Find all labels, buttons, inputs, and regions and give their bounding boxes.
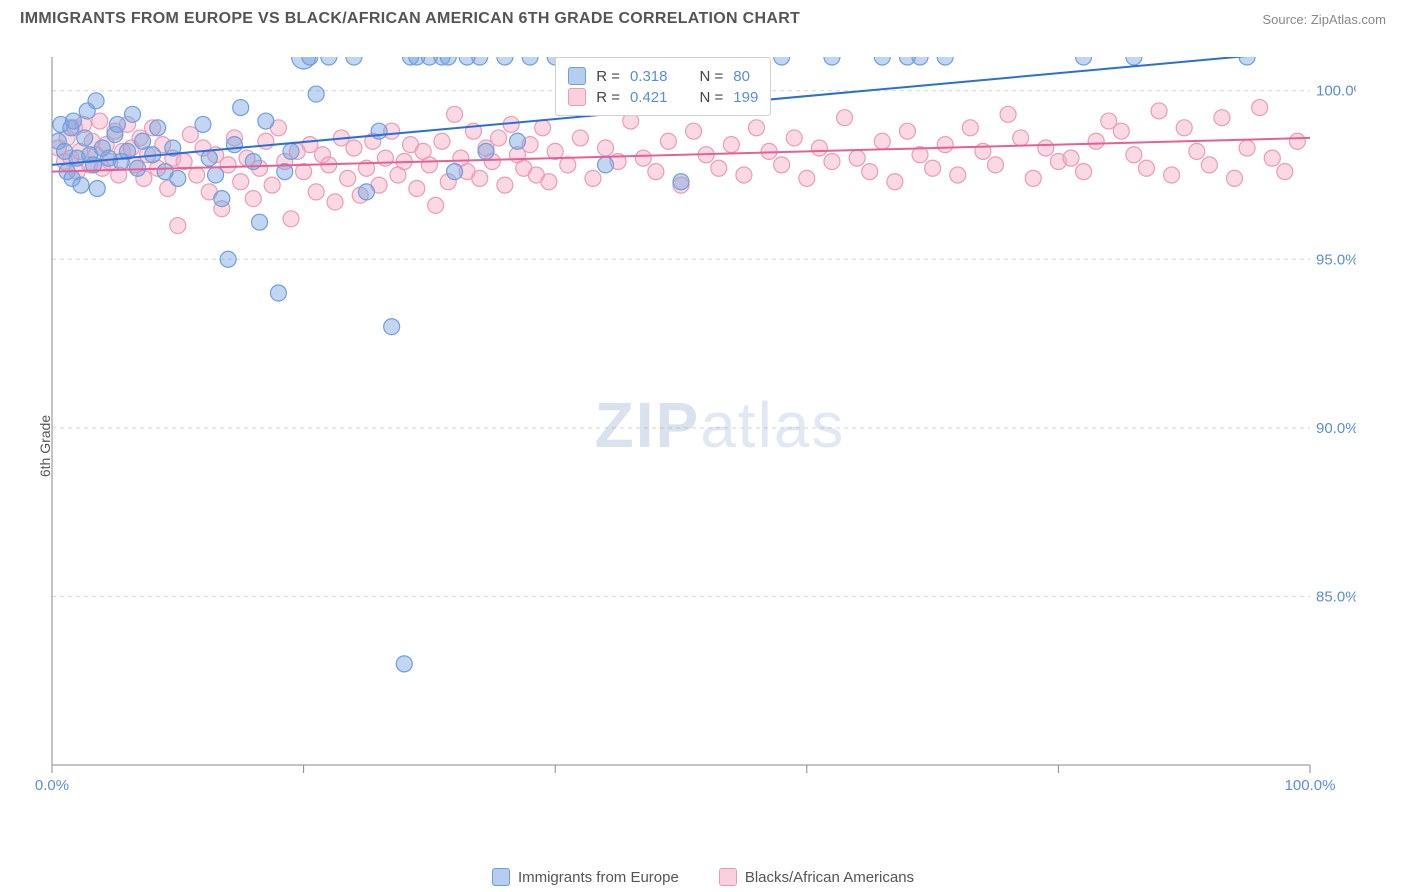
legend-item: Blacks/African Americans bbox=[719, 868, 914, 886]
chart-container: 85.0%90.0%95.0%100.0% ZIPatlas R = 0.318… bbox=[50, 55, 1390, 825]
source-label: Source: ZipAtlas.com bbox=[1262, 12, 1386, 27]
x-tick-label: 100.0% bbox=[1285, 777, 1336, 794]
legend-swatch bbox=[492, 868, 510, 886]
legend-label: Immigrants from Europe bbox=[518, 869, 679, 886]
regression-legend-row: R = 0.421N = 199 bbox=[568, 88, 758, 106]
source-link[interactable]: ZipAtlas.com bbox=[1311, 12, 1386, 27]
bottom-legend: Immigrants from Europe Blacks/African Ame… bbox=[0, 862, 1406, 892]
regression-legend-row: R = 0.318N = 80 bbox=[568, 67, 758, 85]
legend-swatch bbox=[719, 868, 737, 886]
svg-text:90.0%: 90.0% bbox=[1316, 420, 1356, 437]
scatter-chart: 85.0% 90.0% 95.0% 100.0% bbox=[50, 55, 1356, 795]
legend-item: Immigrants from Europe bbox=[492, 868, 679, 886]
legend-label: Blacks/African Americans bbox=[745, 869, 914, 886]
chart-title: IMMIGRANTS FROM EUROPE VS BLACK/AFRICAN … bbox=[20, 10, 800, 28]
title-bar: IMMIGRANTS FROM EUROPE VS BLACK/AFRICAN … bbox=[0, 0, 1406, 38]
regression-legend: R = 0.318N = 80 R = 0.421N = 199 bbox=[555, 57, 771, 116]
legend-swatch bbox=[568, 88, 586, 106]
svg-text:100.0%: 100.0% bbox=[1316, 83, 1356, 100]
x-tick-label: 0.0% bbox=[35, 777, 69, 794]
svg-text:85.0%: 85.0% bbox=[1316, 588, 1356, 605]
svg-text:95.0%: 95.0% bbox=[1316, 251, 1356, 268]
legend-swatch bbox=[568, 67, 586, 85]
